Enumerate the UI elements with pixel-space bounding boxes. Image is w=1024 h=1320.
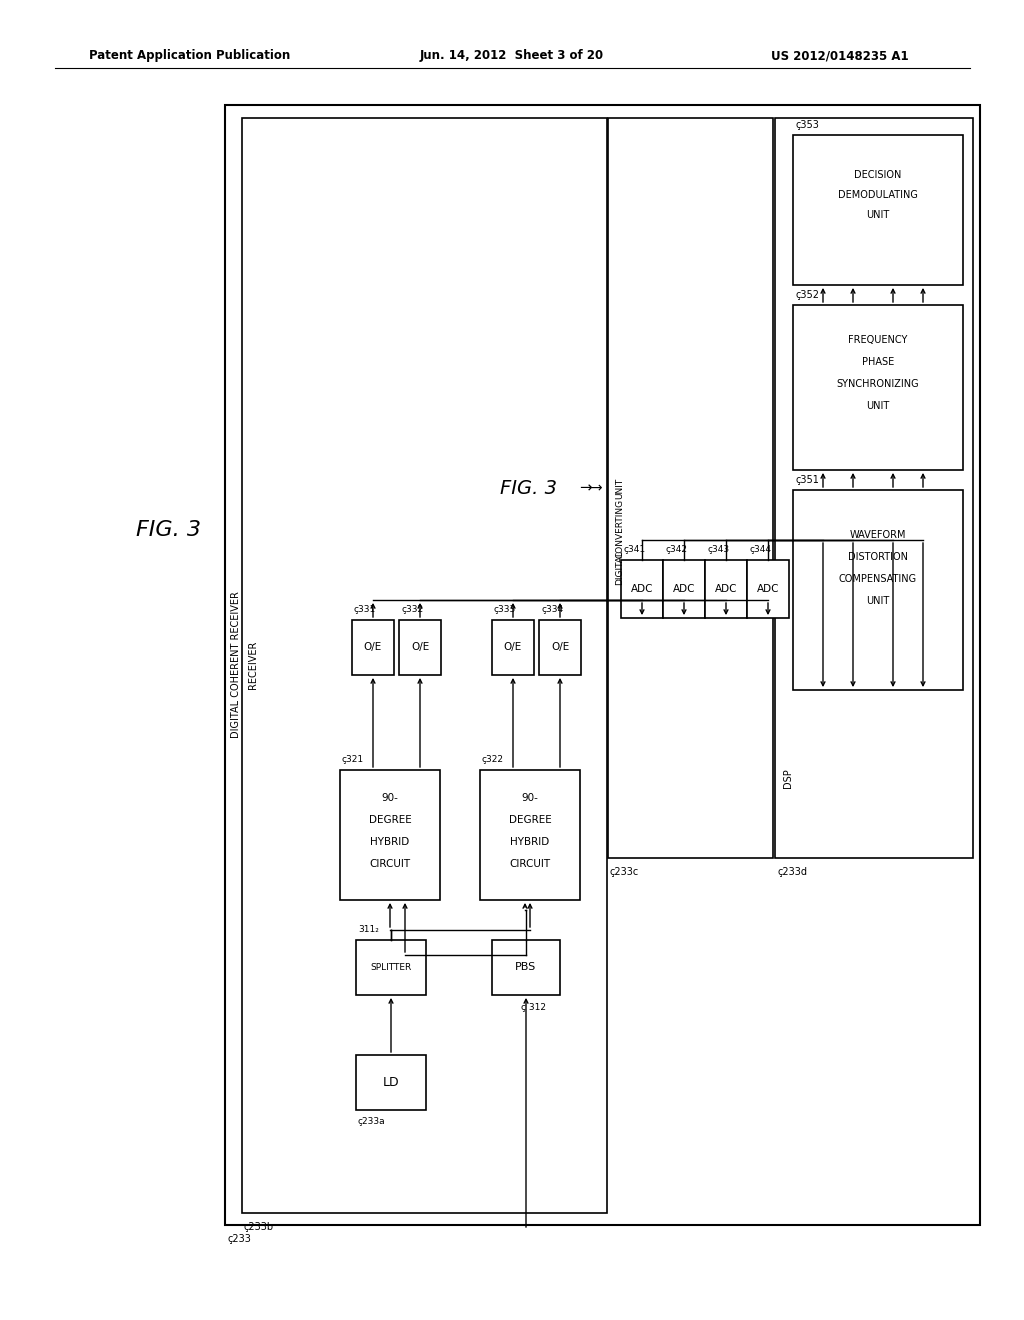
Text: O/E: O/E [364, 642, 382, 652]
Bar [793, 490, 963, 690]
Bar [356, 1055, 426, 1110]
Bar [705, 560, 746, 618]
Text: O/E: O/E [411, 642, 429, 652]
Text: ç334: ç334 [541, 606, 563, 615]
Bar [352, 620, 394, 675]
Text: PBS: PBS [515, 962, 537, 972]
Text: ADC: ADC [631, 583, 653, 594]
Text: →: → [590, 480, 602, 495]
Bar [775, 117, 973, 858]
Text: CIRCUIT: CIRCUIT [509, 859, 551, 869]
Text: ADC: ADC [757, 583, 779, 594]
Text: DIGITAL: DIGITAL [615, 550, 625, 586]
Text: ç233d: ç233d [777, 867, 807, 876]
Text: ç233b: ç233b [244, 1222, 274, 1232]
Text: ç233c: ç233c [610, 867, 639, 876]
Text: UNIT: UNIT [615, 478, 625, 499]
Text: PHASE: PHASE [862, 356, 894, 367]
Text: Patent Application Publication: Patent Application Publication [89, 49, 291, 62]
Text: O/E: O/E [551, 642, 569, 652]
Text: FREQUENCY: FREQUENCY [848, 335, 907, 345]
Text: HYBRID: HYBRID [510, 837, 550, 847]
Text: UNIT: UNIT [866, 210, 890, 220]
Text: SPLITTER: SPLITTER [371, 962, 412, 972]
Bar [746, 560, 790, 618]
Text: 90-: 90- [382, 793, 398, 803]
Text: 311₂: 311₂ [358, 925, 379, 935]
Bar [621, 560, 663, 618]
Text: 90-: 90- [521, 793, 539, 803]
Text: ç233a: ç233a [358, 1118, 386, 1126]
Text: ç343: ç343 [707, 545, 729, 554]
Text: DECISION: DECISION [854, 170, 902, 180]
Text: LD: LD [383, 1076, 399, 1089]
Bar [225, 106, 980, 1225]
Text: CIRCUIT: CIRCUIT [370, 859, 411, 869]
Text: →: → [580, 480, 592, 495]
Text: WAVEFORM: WAVEFORM [850, 531, 906, 540]
Text: DSP: DSP [783, 768, 793, 788]
Text: ç342: ç342 [665, 545, 687, 554]
Text: ç352: ç352 [795, 290, 819, 300]
Bar [340, 770, 440, 900]
Bar [356, 940, 426, 995]
Text: DISTORTION: DISTORTION [848, 552, 908, 562]
Text: FIG. 3: FIG. 3 [500, 479, 556, 498]
Text: DEGREE: DEGREE [509, 814, 551, 825]
Bar [793, 135, 963, 285]
Text: ç332: ç332 [401, 606, 423, 615]
Text: O/E: O/E [504, 642, 522, 652]
Text: ç322: ç322 [482, 755, 504, 764]
Text: RECEIVER: RECEIVER [248, 640, 258, 689]
Bar [492, 940, 560, 995]
Text: FIG. 3: FIG. 3 [135, 520, 201, 540]
Text: Jun. 14, 2012  Sheet 3 of 20: Jun. 14, 2012 Sheet 3 of 20 [420, 49, 604, 62]
Text: ç344: ç344 [749, 545, 771, 554]
Text: DIGITAL COHERENT RECEIVER: DIGITAL COHERENT RECEIVER [231, 591, 241, 738]
Text: DEGREE: DEGREE [369, 814, 412, 825]
Text: ç351: ç351 [795, 475, 819, 484]
Text: COMPENSATING: COMPENSATING [839, 574, 918, 583]
Text: DEMODULATING: DEMODULATING [838, 190, 918, 201]
Bar [480, 770, 580, 900]
Text: SYNCHRONIZING: SYNCHRONIZING [837, 379, 920, 389]
Text: ADC: ADC [715, 583, 737, 594]
Bar [663, 560, 705, 618]
Bar [608, 117, 773, 858]
Text: ç353: ç353 [795, 120, 819, 129]
Bar [539, 620, 581, 675]
Bar [242, 117, 607, 1213]
Text: ç 312: ç 312 [521, 1002, 546, 1011]
Bar [492, 620, 534, 675]
Text: ç233: ç233 [227, 1234, 251, 1243]
Text: CONVERTING: CONVERTING [615, 499, 625, 557]
Text: ç333: ç333 [494, 606, 516, 615]
Text: UNIT: UNIT [866, 597, 890, 606]
Text: ç331: ç331 [354, 606, 376, 615]
Text: ç321: ç321 [342, 755, 365, 764]
Text: ADC: ADC [673, 583, 695, 594]
Text: HYBRID: HYBRID [371, 837, 410, 847]
Bar [793, 305, 963, 470]
Text: ç341: ç341 [623, 545, 645, 554]
Text: US 2012/0148235 A1: US 2012/0148235 A1 [771, 49, 909, 62]
Bar [399, 620, 441, 675]
Text: UNIT: UNIT [866, 401, 890, 411]
